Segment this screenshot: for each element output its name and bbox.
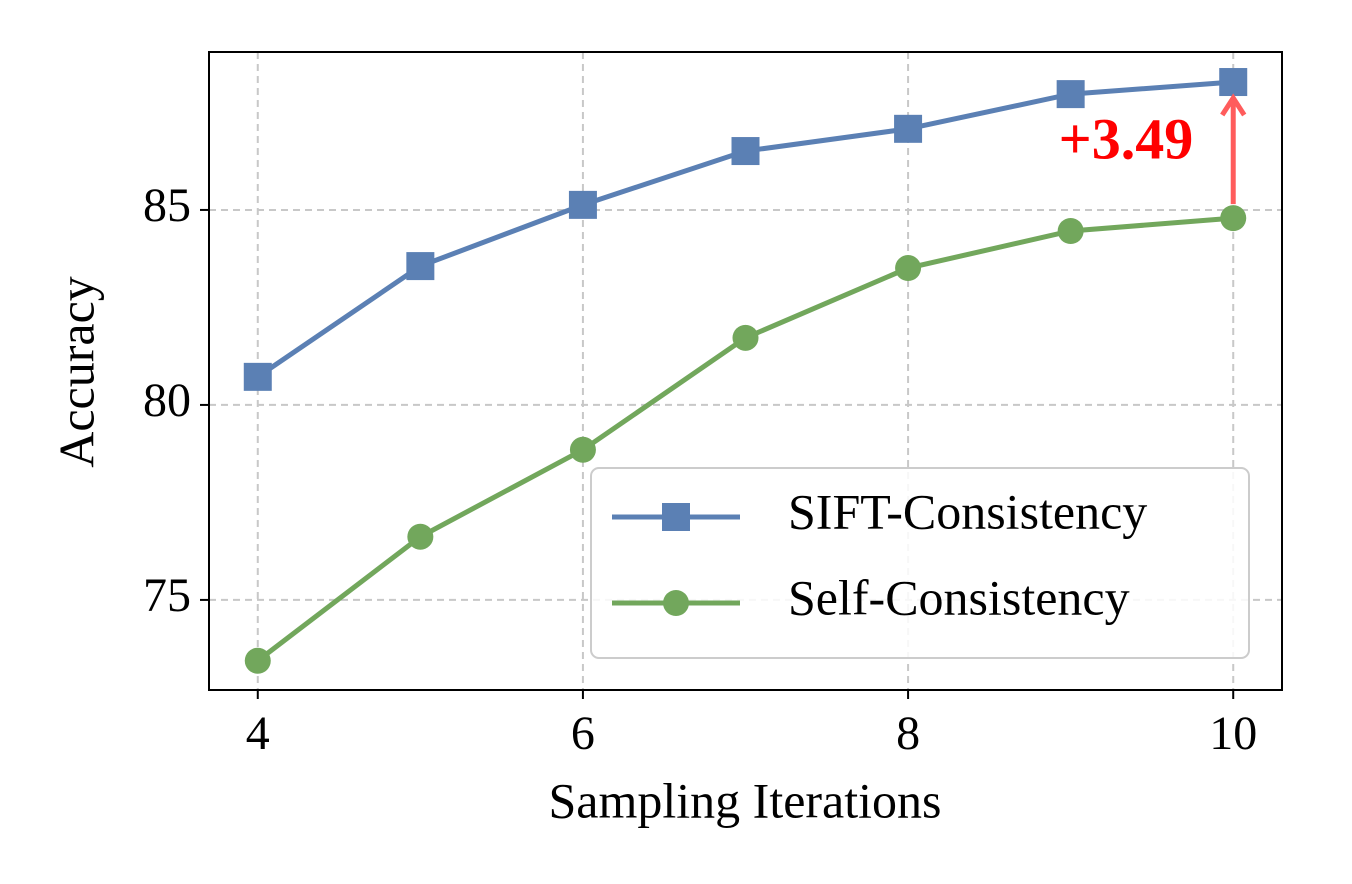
y-tick-label: 75 [143,569,191,622]
data-point [1056,80,1085,109]
y-tick-label: 85 [143,179,191,232]
data-point [243,362,272,391]
data-point [244,647,271,674]
data-point [1220,205,1247,232]
legend-box [590,467,1250,659]
annotation: +3.49 [1059,106,1194,171]
y-axis-label: Accuracy [48,276,104,468]
x-tick-label: 6 [571,707,595,760]
x-tick-label: 10 [1209,707,1257,760]
data-point [895,255,922,282]
annotation-arrow [1220,93,1247,205]
data-point [894,114,923,143]
data-point [731,137,760,166]
data-point [732,324,759,351]
data-point [406,252,435,281]
data-point [407,523,434,550]
data-point [568,190,597,219]
plot-frame [208,51,1283,691]
legend-marker [663,590,689,616]
data-point [1219,68,1248,97]
legend-marker [662,503,690,531]
data-point [569,436,596,463]
data-point [1057,217,1084,244]
legend: SIFT-Consistency Self-Consistency [590,467,1250,659]
y-tick-label: 80 [143,374,191,427]
x-axis-label: Sampling Iterations [549,772,942,828]
legend-label: SIFT-Consistency [788,483,1147,539]
x-tick-label: 4 [246,707,270,760]
legend-label: Self-Consistency [788,569,1130,625]
x-tick-label: 8 [896,707,920,760]
